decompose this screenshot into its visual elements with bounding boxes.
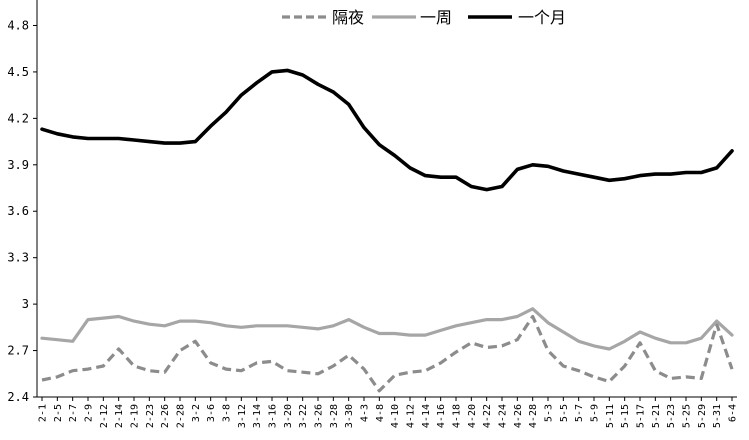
x-tick-label: 2-12 [99,404,110,428]
y-tick-label: 3.3 [7,251,29,265]
x-tick-label: 5-7 [574,404,585,422]
x-tick-label: 4-10 [390,404,401,428]
x-tick-label: 5-3 [544,404,555,422]
x-tick-label: 4-12 [406,404,417,428]
axes [36,0,737,398]
x-tick-label: 5-21 [651,404,662,428]
x-tick-label: 5-31 [712,404,723,428]
x-tick-label: 4-18 [452,404,463,428]
x-tick-label: 2-28 [176,404,187,428]
x-tick-label: 2-5 [53,404,64,422]
y-tick-labels: 2.4 2.7 3 3.3 3.6 3.9 4.2 4.5 4.8 [7,18,37,404]
x-tick-label: 5-23 [666,404,677,428]
x-tick-label: 4-26 [513,404,524,428]
series-line-3 [40,68,734,192]
x-tick-label: 2-23 [145,404,156,428]
x-tick-label: 4-24 [498,404,509,428]
x-tick-label: 2-26 [160,404,171,428]
y-tick-label: 3 [22,297,29,311]
y-tick-label: 4.8 [7,18,29,32]
y-tick-label: 4.5 [7,65,29,79]
x-tick-label: 2-1 [38,404,49,422]
legend-label-1: 隔夜 [332,8,364,27]
x-tick-label: 3-8 [222,404,233,422]
x-tick-label: 3-30 [344,404,355,428]
x-tick-label: 4-8 [375,404,386,422]
x-tick-label: 4-16 [436,404,447,428]
x-tick-label: 4-22 [482,404,493,428]
x-tick-label: 4-14 [421,404,432,428]
x-tick-label: 2-7 [68,404,79,422]
series-line-2 [40,307,734,351]
x-tick-label: 3-20 [283,404,294,428]
legend-label-3: 一个月 [518,8,566,27]
x-tick-label: 5-17 [636,404,647,428]
y-tick-label: 4.2 [7,111,29,125]
x-tick-label: 4-28 [528,404,539,428]
x-tick-label: 5-29 [697,404,708,428]
series-lines [40,68,734,393]
x-tick-label: 5-15 [620,404,631,428]
x-tick-label: 2-9 [84,404,95,422]
x-tick-label: 3-6 [206,404,217,422]
series-line-1 [41,314,734,393]
x-tick-label: 3-16 [268,404,279,428]
x-tick-label: 3-22 [298,404,309,428]
x-tick-label: 2-14 [114,404,125,428]
x-tick-label: 2-19 [130,404,141,428]
x-tick-label: 3-14 [252,404,263,428]
x-tick-label: 4-20 [467,404,478,428]
x-tick-label: 4-3 [360,404,371,422]
x-tick-label: 3-12 [237,404,248,428]
x-tick-label: 3-26 [314,404,325,428]
y-tick-label: 3.9 [7,158,29,172]
x-tick-label: 6-4 [728,404,739,422]
legend: 隔夜 一周 一个月 [282,8,566,27]
y-tick-label: 2.7 [7,344,29,358]
y-tick-label: 2.4 [7,390,29,404]
x-tick-label: 5-9 [590,404,601,422]
y-tick-label: 3.6 [7,204,29,218]
x-tick-label: 5-5 [559,404,570,422]
x-tick-labels: 2-1 2-5 2-7 2-9 2-12 2-14 2-19 2-23 2-26 2-28 3-2 3… [38,397,739,428]
x-tick-label: 3-28 [329,404,340,428]
x-tick-label: 3-2 [191,404,202,422]
x-tick-label: 5-25 [682,404,693,428]
legend-label-2: 一周 [420,8,452,27]
x-tick-label: 5-11 [605,404,616,428]
